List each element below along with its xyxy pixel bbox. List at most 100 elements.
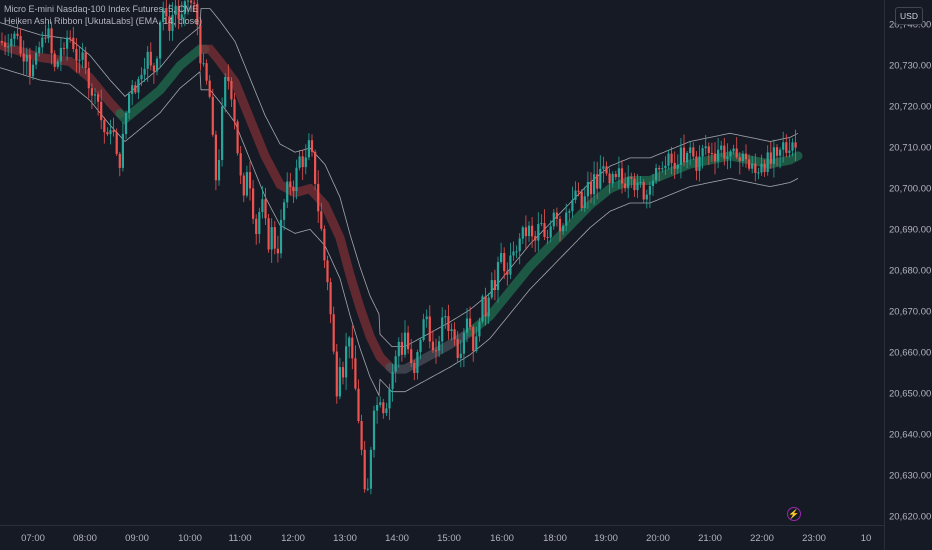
price-tick-label: 20,710.00 [889, 142, 932, 154]
candle-up [425, 309, 428, 328]
candle-down [242, 172, 245, 203]
candle-up [512, 241, 515, 261]
candle-up [403, 320, 407, 358]
candle-body [357, 388, 360, 421]
candle-down [69, 30, 72, 43]
candle-body [444, 316, 447, 318]
candle-body [512, 251, 515, 256]
candle-up [56, 58, 59, 70]
ribbon-down-segment [200, 44, 395, 372]
price-tick-label: 20,640.00 [889, 429, 932, 441]
lightning-icon[interactable]: ⚡ [787, 507, 801, 521]
candle-down [118, 152, 121, 177]
candle-body [103, 120, 106, 133]
candle-body [155, 58, 159, 72]
candle-down [53, 50, 56, 72]
candle-body [221, 106, 224, 160]
candle-body [146, 51, 149, 69]
candle-body [720, 145, 723, 150]
candle-down [301, 150, 304, 180]
candle-down [236, 119, 239, 156]
candle-up [372, 405, 376, 458]
candlestick-chart[interactable] [0, 0, 884, 525]
candle-body [729, 151, 732, 157]
candle-body [224, 77, 227, 107]
candle-body [338, 367, 341, 397]
price-axis[interactable]: 20,740.0020,730.0020,720.0020,710.0020,7… [884, 0, 932, 550]
candle-down [707, 142, 710, 165]
candle-down [754, 153, 757, 182]
candle-up [636, 174, 639, 199]
indicator-title[interactable]: Heiken Ashi Ribbon [UkutaLabs] (EMA, 14,… [4, 16, 203, 26]
candle-down [748, 154, 751, 171]
candle-down [84, 46, 87, 75]
time-tick-label: 08:00 [73, 533, 97, 544]
price-tick-label: 20,650.00 [889, 388, 932, 400]
candle-up [131, 79, 134, 106]
candle-up [651, 174, 655, 196]
candle-up [224, 73, 227, 113]
candle-down [608, 168, 611, 194]
candle-body [645, 194, 648, 200]
candle-body [81, 52, 84, 60]
candle-body [453, 329, 456, 340]
candle-body [537, 224, 540, 241]
chart-plot-area[interactable] [0, 0, 884, 525]
candle-down [90, 83, 93, 109]
candle-body [552, 212, 555, 227]
candle-body [345, 346, 348, 378]
candle-down [472, 325, 475, 362]
candle-up [416, 349, 419, 380]
candle-body [332, 314, 335, 352]
candle-up [376, 396, 379, 424]
candle-body [56, 61, 59, 67]
candle-up [180, 1, 183, 28]
symbol-title[interactable]: Micro E-mini Nasdaq-100 Index Futures, 5… [4, 4, 199, 14]
candle-down [524, 215, 527, 250]
candle-up [779, 147, 782, 169]
candle-up [571, 186, 574, 218]
time-axis[interactable]: 07:00 08:00 09:00 10:00 11:00 12:00 13:00 14:00… [0, 525, 884, 550]
candle-body [751, 163, 754, 169]
candle-body [16, 33, 19, 36]
candle-body [128, 94, 131, 113]
candle-down [292, 180, 295, 203]
candle-down [620, 160, 624, 194]
candle-body [648, 186, 651, 195]
candle-up [162, 1, 165, 31]
candle-down [357, 379, 360, 424]
candle-body [261, 199, 264, 213]
candle-down [19, 28, 22, 58]
candle-down [413, 360, 416, 381]
candle-body [546, 237, 549, 238]
price-tick-label: 20,730.00 [889, 60, 932, 72]
candle-body [698, 156, 701, 171]
candle-body [462, 332, 465, 354]
candle-up [741, 150, 744, 167]
candle-up [751, 155, 754, 174]
candle-down [193, 0, 196, 12]
candle-down [168, 3, 171, 41]
candle-down [149, 42, 152, 71]
candle-body [323, 228, 326, 261]
time-tick-label: 12:00 [281, 533, 305, 544]
candle-down [363, 440, 366, 493]
candle-up [760, 154, 763, 176]
candle-up [565, 203, 568, 232]
currency-button[interactable]: USD [895, 7, 923, 25]
candle-up [664, 156, 667, 176]
time-tick-label: 11:00 [228, 533, 252, 544]
candle-up [366, 478, 369, 492]
candle-body [329, 282, 332, 315]
candle-body [599, 168, 602, 189]
candle-down [589, 172, 593, 203]
candle-down [97, 91, 100, 116]
candle-down [354, 345, 357, 391]
candle-down [50, 21, 53, 65]
candle-down [87, 61, 90, 99]
candle-body [527, 225, 531, 237]
candle-up [788, 138, 791, 158]
candle-body [62, 47, 66, 49]
candle-body [676, 164, 679, 169]
candle-body [506, 271, 509, 275]
